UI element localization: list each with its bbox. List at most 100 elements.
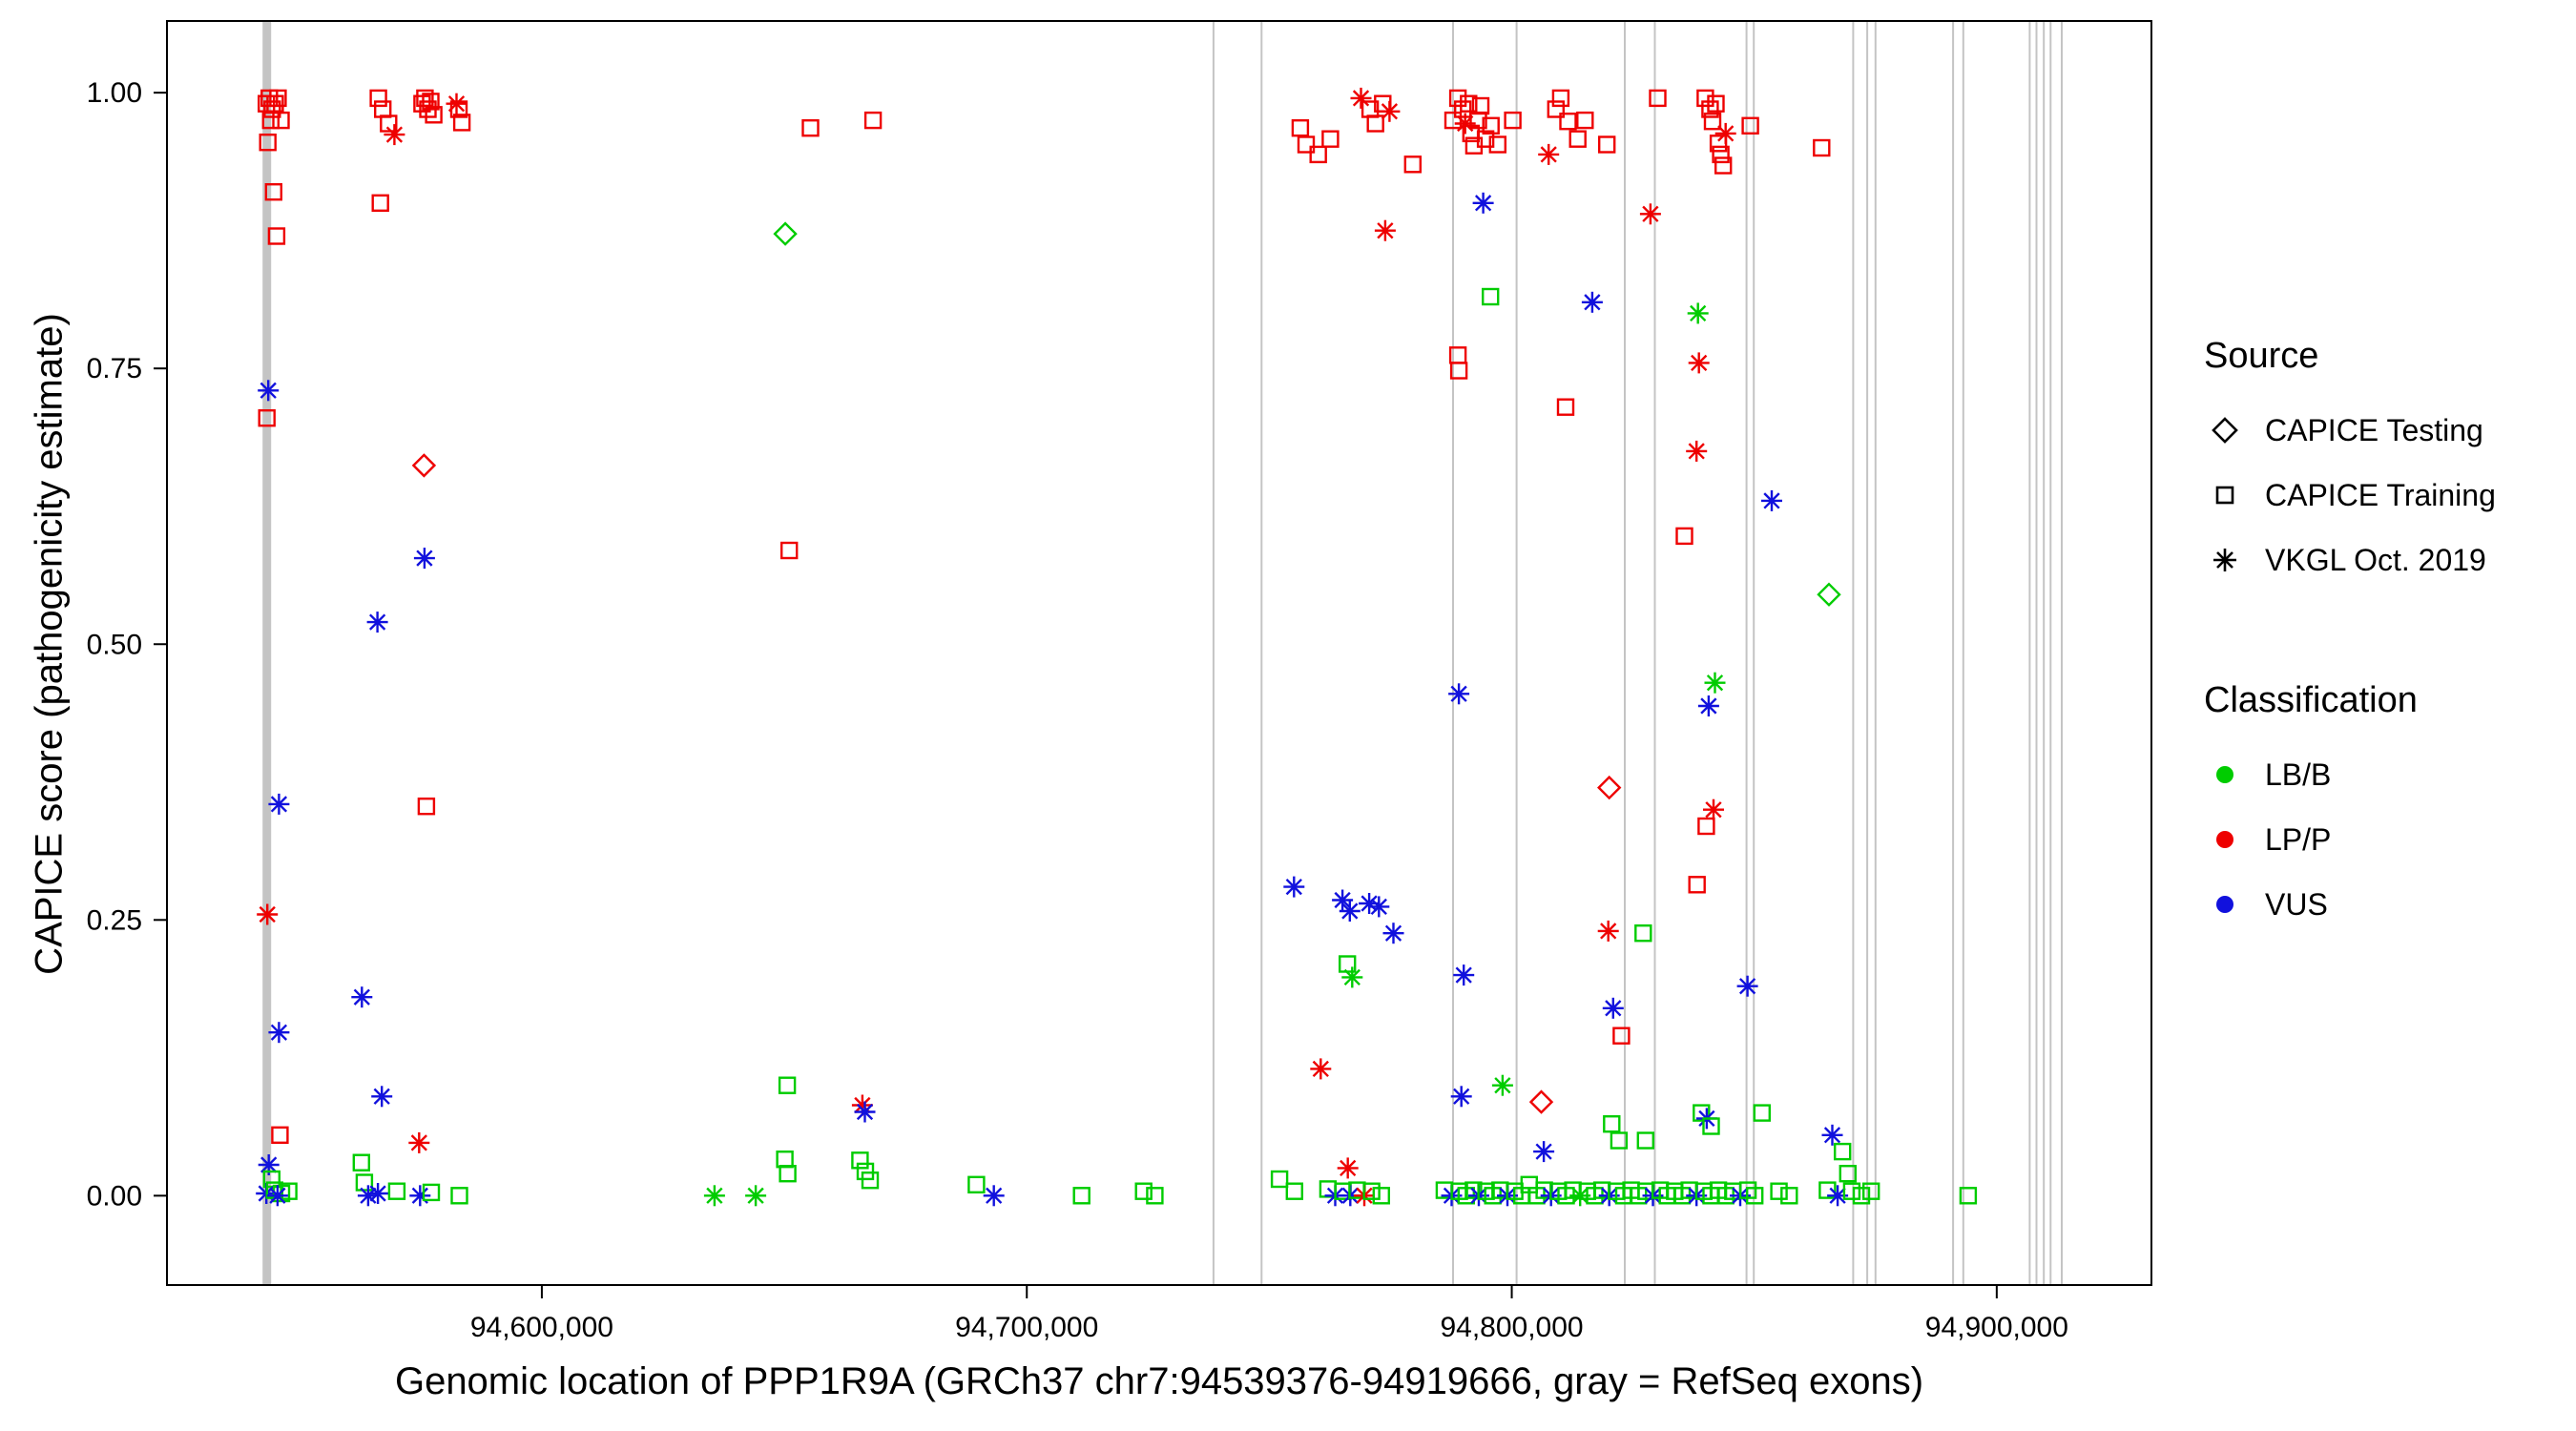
data-point (409, 1185, 431, 1207)
data-point (1852, 1187, 1871, 1205)
square-marker (1504, 111, 1522, 130)
data-point (1687, 302, 1709, 324)
square-marker (1612, 1027, 1631, 1045)
data-point (384, 124, 405, 146)
square-marker (1270, 1170, 1289, 1189)
asterisk-marker-arm (1705, 801, 1722, 819)
data-point (854, 1101, 876, 1123)
data-point (1736, 975, 1758, 997)
data-point (1350, 87, 1372, 109)
data-point (1146, 1187, 1164, 1205)
asterisk-marker-arm (1453, 1088, 1470, 1105)
data-point (1818, 1181, 1837, 1199)
square-marker (1702, 1117, 1720, 1135)
asterisk-marker-arm (1352, 90, 1370, 107)
square-marker (1675, 527, 1693, 546)
legend-item-label: LB/B (2265, 757, 2332, 792)
data-point (801, 118, 820, 137)
data-point (272, 111, 290, 130)
square-marker (1636, 1131, 1655, 1150)
diamond-marker (1597, 775, 1622, 800)
square-marker (861, 1171, 880, 1190)
data-point (1528, 1089, 1554, 1114)
asterisk-marker-arm (260, 382, 277, 399)
square-marker (1481, 287, 1500, 306)
square-marker (452, 114, 471, 132)
asterisk-marker-arm (1605, 1000, 1622, 1017)
legend-item-capice-testing: CAPICE Testing (2204, 398, 2566, 463)
square-marker (1696, 89, 1714, 108)
data-point (357, 1185, 379, 1207)
x-axis-title: Genomic location of PPP1R9A (GRCh37 chr7… (394, 1360, 1924, 1402)
asterisk-marker-arm (360, 1187, 377, 1204)
data-point (351, 986, 373, 1008)
data-point (1460, 94, 1478, 113)
square-marker (967, 1175, 986, 1194)
square-marker (1362, 1182, 1381, 1200)
data-point (1339, 901, 1361, 922)
data-point (1745, 1187, 1764, 1205)
data-point (1959, 1187, 1978, 1205)
square-marker (1072, 1187, 1091, 1205)
square-marker (1818, 1181, 1837, 1199)
asterisk-marker-arm (270, 1024, 288, 1041)
data-point (1704, 672, 1726, 694)
legend-item-lbb: LB/B (2204, 742, 2566, 807)
data-point (422, 93, 440, 111)
source-legend-title: Source (2204, 336, 2319, 376)
data-point (422, 1183, 441, 1202)
asterisk-marker-arm (416, 550, 433, 567)
data-point (1597, 775, 1622, 800)
data-point (1453, 100, 1472, 118)
data-point (1379, 100, 1401, 122)
data-point (1482, 116, 1500, 135)
asterisk-marker-arm (1717, 125, 1735, 142)
asterisk-marker-arm (385, 126, 404, 143)
asterisk-marker-arm (1455, 966, 1472, 984)
data-point (366, 612, 388, 633)
square-marker (1471, 96, 1490, 115)
asterisk-marker-arm (1381, 103, 1399, 120)
data-point (1454, 113, 1476, 135)
data-point (778, 1076, 797, 1094)
asterisk-marker-arm (1312, 1060, 1329, 1078)
square-marker (1701, 100, 1719, 118)
data-point (374, 100, 392, 118)
square-marker (1839, 1164, 1858, 1183)
square-marker (1780, 1187, 1798, 1205)
data-point (1714, 156, 1733, 175)
x-tick-label: 94,600,000 (470, 1312, 613, 1343)
data-point (1761, 489, 1782, 511)
asterisk-marker-arm (1690, 304, 1707, 322)
legend-item-lpp: LP/P (2204, 807, 2566, 872)
asterisk-marker-arm (353, 988, 370, 1006)
square-marker (1707, 94, 1725, 113)
data-point (1291, 118, 1310, 137)
data-point (1688, 352, 1710, 374)
asterisk-key-icon (2213, 549, 2236, 571)
data-point (1686, 440, 1708, 462)
data-point (449, 100, 468, 118)
data-point (1753, 1104, 1772, 1122)
square-marker (1703, 112, 1722, 131)
asterisk-marker-arm (1340, 1159, 1357, 1177)
data-point (1453, 964, 1475, 986)
data-point (1568, 130, 1587, 148)
data-point (1556, 398, 1575, 416)
data-point (1297, 135, 1316, 154)
square-marker (1403, 156, 1423, 174)
square-marker (352, 1153, 370, 1172)
data-point (269, 89, 287, 108)
square-marker (1372, 1187, 1391, 1205)
data-point (776, 1150, 794, 1169)
legend-item-label: LP/P (2265, 821, 2332, 857)
data-point (1472, 192, 1494, 214)
data-point (1382, 923, 1404, 944)
data-point (1481, 287, 1500, 306)
asterisk-marker-arm (1341, 902, 1359, 920)
data-point (369, 89, 387, 108)
asterisk-marker-arm (1285, 878, 1302, 896)
asterisk-marker-arm (1377, 222, 1394, 239)
data-point (259, 133, 277, 152)
